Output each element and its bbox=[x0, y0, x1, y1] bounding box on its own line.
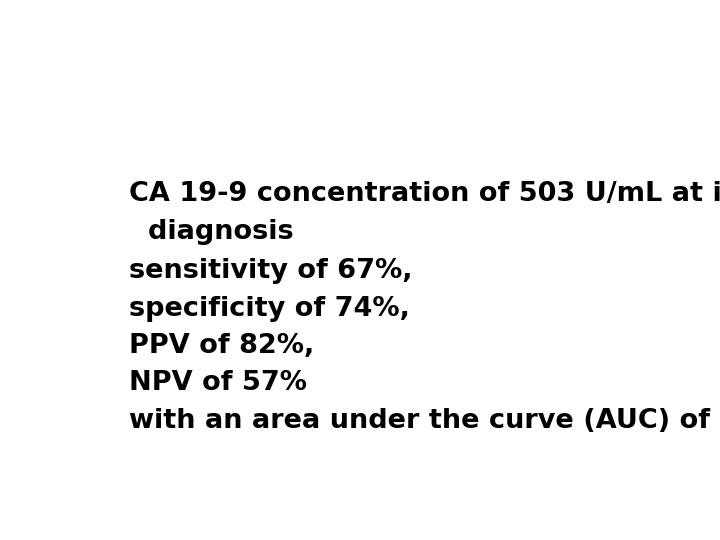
Text: with an area under the curve (AUC) of 0.77: with an area under the curve (AUC) of 0.… bbox=[129, 408, 720, 434]
Text: NPV of 57%: NPV of 57% bbox=[129, 370, 307, 396]
Text: diagnosis: diagnosis bbox=[129, 219, 294, 245]
Text: CA 19-9 concentration of 503 U/mL at initial: CA 19-9 concentration of 503 U/mL at ini… bbox=[129, 181, 720, 207]
Text: sensitivity of 67%,: sensitivity of 67%, bbox=[129, 258, 413, 284]
Text: specificity of 74%,: specificity of 74%, bbox=[129, 295, 410, 321]
Text: PPV of 82%,: PPV of 82%, bbox=[129, 333, 315, 359]
